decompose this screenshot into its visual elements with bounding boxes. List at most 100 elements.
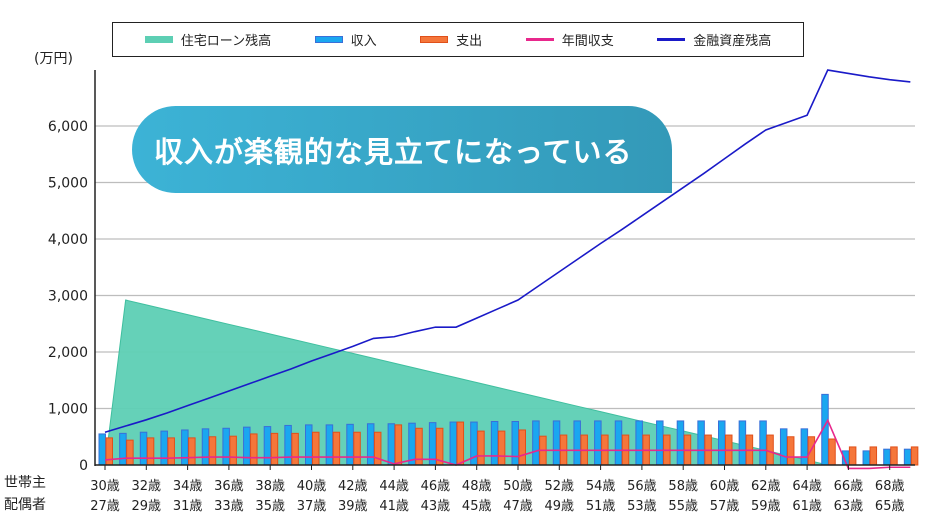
expense-bar (373, 431, 382, 466)
x-tick-label-spouse: 41歳 (379, 499, 409, 514)
income-bar (552, 420, 561, 466)
income-bar (325, 424, 334, 466)
x-tick-label-head: 68歳 (875, 479, 905, 494)
income-bar (305, 424, 313, 466)
x-tick-label-spouse: 39歳 (338, 499, 368, 514)
income-bar (346, 423, 354, 466)
x-tick-label-head: 44歳 (379, 479, 409, 494)
income-bar (718, 420, 726, 466)
x-tick-label-head: 32歳 (132, 479, 162, 494)
expense-bar (126, 439, 134, 466)
row-label-head: 世帯主 (4, 475, 46, 491)
x-tick-label-spouse: 55歳 (668, 499, 698, 514)
expense-bar (910, 446, 919, 466)
x-tick-label-head: 56歳 (627, 479, 657, 494)
expense-bar (353, 431, 361, 466)
legend-swatch (525, 38, 554, 41)
expense-bar (456, 421, 465, 466)
income-bar (614, 420, 623, 466)
expense-bar (270, 432, 279, 466)
expense-bar (250, 433, 258, 466)
legend-label: 年間収支 (561, 34, 614, 49)
legend-label: 住宅ローン残高 (180, 34, 272, 49)
income-bar (119, 432, 127, 466)
legend-swatch (420, 36, 449, 43)
expense-bar (477, 430, 485, 466)
x-tick-label-head: 48歳 (462, 479, 492, 494)
x-tick-label-head: 52歳 (545, 479, 575, 494)
legend-swatch (314, 36, 343, 43)
expense-bar (786, 436, 795, 466)
x-tick-label-spouse: 45歳 (462, 499, 492, 514)
legend-item-income: 収入 (314, 30, 377, 49)
income-bar (532, 420, 540, 466)
income-bar (862, 450, 871, 466)
y-tick-label: 2,000 (48, 345, 88, 361)
legend-label: 収入 (350, 34, 377, 49)
y-axis-unit: (万円) (34, 51, 73, 67)
x-tick-label-head: 30歳 (90, 479, 120, 494)
legend-swatch (144, 36, 173, 43)
expense-bar (167, 437, 175, 466)
x-tick-label-spouse: 37歳 (297, 499, 327, 514)
x-tick-label-head: 62歳 (751, 479, 781, 494)
income-bar (263, 426, 272, 466)
y-tick-label: 1,000 (48, 402, 88, 418)
income-bar (284, 424, 292, 466)
income-bar (697, 420, 705, 466)
x-tick-label-head: 36歳 (214, 479, 244, 494)
x-tick-label-head: 42歳 (338, 479, 368, 494)
x-tick-label-head: 40歳 (297, 479, 327, 494)
x-tick-label-head: 54歳 (586, 479, 616, 494)
expense-bar (497, 430, 506, 466)
income-bar (903, 448, 912, 466)
legend-swatch (657, 38, 686, 41)
expense-bar (291, 432, 299, 466)
y-tick-label: 0 (79, 458, 88, 474)
x-tick-label-spouse: 61歳 (792, 499, 822, 514)
x-tick-label-spouse: 43歳 (421, 499, 451, 514)
income-bar (779, 428, 788, 466)
income-bar (160, 430, 168, 466)
expense-bar (890, 446, 898, 466)
x-tick-label-spouse: 27歳 (90, 499, 120, 514)
x-tick-label-spouse: 59歳 (751, 499, 781, 514)
income-bar (573, 420, 581, 466)
expense-bar (828, 438, 836, 466)
income-bar (676, 420, 685, 466)
income-bar (449, 421, 458, 466)
x-tick-label-spouse: 33歳 (214, 499, 244, 514)
income-bar (759, 420, 767, 466)
legend-item-assets: 金融資産残高 (657, 30, 771, 49)
income-bar (222, 427, 230, 466)
x-tick-label-spouse: 65歳 (875, 499, 905, 514)
income-bar (635, 420, 643, 466)
income-bar (139, 431, 148, 466)
x-tick-label-head: 58歳 (668, 479, 698, 494)
y-tick-label: 4,000 (48, 232, 88, 248)
expense-bar (146, 437, 155, 466)
x-tick-label-head: 46歳 (421, 479, 451, 494)
income-bar (511, 420, 519, 466)
x-tick-label-head: 64歳 (792, 479, 822, 494)
x-tick-label-spouse: 63歳 (834, 499, 864, 514)
y-tick-label: 5,000 (48, 176, 88, 192)
expense-bar (332, 431, 341, 466)
annotation-callout: 収入が楽観的な見立てになっている (132, 106, 672, 193)
income-bar (201, 428, 210, 466)
y-tick-label: 3,000 (48, 289, 88, 305)
x-tick-label-head: 34歳 (173, 479, 203, 494)
financial-assets-line (104, 69, 911, 433)
expense-bar (394, 424, 403, 466)
income-bar (490, 420, 499, 466)
net-balance-line (104, 418, 911, 470)
x-tick-label-spouse: 51歳 (586, 499, 616, 514)
legend-item-loan: 住宅ローン残高 (144, 30, 272, 49)
legend-label: 支出 (456, 34, 483, 49)
x-tick-label-head: 38歳 (255, 479, 285, 494)
income-bar (738, 420, 747, 466)
x-tick-label-spouse: 31歳 (173, 499, 203, 514)
x-tick-label-head: 60歳 (710, 479, 740, 494)
expense-bar (848, 446, 857, 466)
